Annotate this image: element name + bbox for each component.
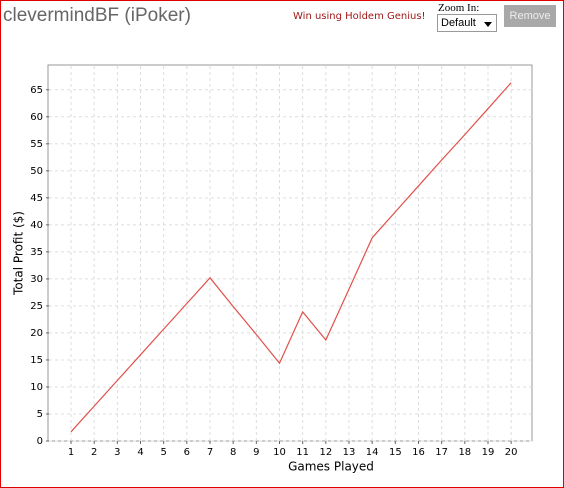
- y-tick-label: 20: [30, 328, 43, 339]
- x-tick-label: 12: [319, 447, 332, 458]
- y-tick-label: 30: [30, 274, 43, 285]
- x-tick-label: 8: [230, 447, 236, 458]
- y-tick-label: 15: [30, 355, 43, 366]
- y-tick-label: 45: [30, 193, 43, 204]
- y-axis-label: Total Profit ($): [12, 211, 26, 296]
- x-tick-label: 17: [435, 447, 448, 458]
- x-tick-label: 18: [458, 447, 471, 458]
- zoom-label: Zoom In:: [438, 2, 480, 14]
- x-tick-label: 19: [482, 447, 495, 458]
- x-tick-label: 16: [412, 447, 425, 458]
- promo-link[interactable]: Win using Holdem Genius!: [293, 11, 426, 22]
- x-tick-label: 9: [253, 447, 259, 458]
- x-tick-label: 10: [273, 447, 286, 458]
- x-tick-label: 1: [68, 447, 74, 458]
- x-tick-label: 2: [91, 447, 97, 458]
- y-tick-label: 65: [30, 85, 43, 96]
- x-tick-label: 20: [505, 447, 518, 458]
- y-tick-label: 0: [37, 436, 43, 447]
- x-tick-label: 3: [114, 447, 120, 458]
- y-tick-label: 60: [30, 112, 43, 123]
- remove-button[interactable]: Remove: [504, 5, 556, 27]
- y-tick-label: 5: [37, 409, 43, 420]
- x-tick-label: 6: [184, 447, 190, 458]
- x-tick-label: 7: [207, 447, 213, 458]
- y-tick-label: 25: [30, 301, 43, 312]
- x-tick-label: 4: [137, 447, 143, 458]
- x-axis-label: Games Played: [288, 460, 374, 474]
- y-tick-label: 10: [30, 382, 43, 393]
- x-tick-label: 5: [160, 447, 166, 458]
- x-tick-label: 11: [296, 447, 309, 458]
- zoom-select[interactable]: Default: [437, 14, 497, 32]
- y-tick-label: 35: [30, 247, 43, 258]
- x-tick-label: 15: [389, 447, 402, 458]
- page-title: clevermindBF (iPoker): [3, 5, 191, 26]
- plot-area: [47, 64, 533, 442]
- x-tick-label: 13: [343, 447, 356, 458]
- y-tick-label: 55: [30, 139, 43, 150]
- data-line: [70, 82, 512, 433]
- y-tick-label: 50: [30, 166, 43, 177]
- y-tick-label: 40: [30, 220, 43, 231]
- x-tick-label: 14: [366, 447, 379, 458]
